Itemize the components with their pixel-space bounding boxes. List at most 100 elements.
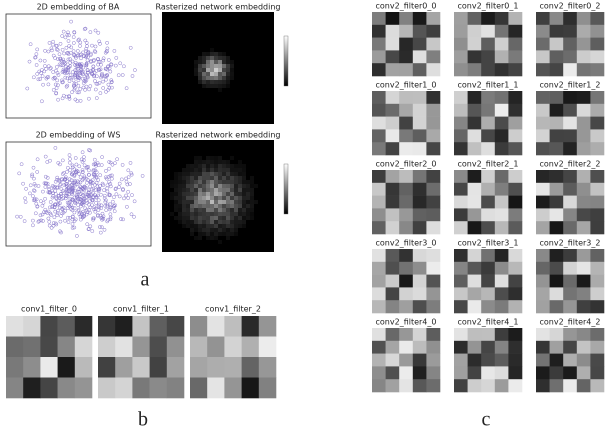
filter-cell	[549, 103, 564, 117]
heatmap-cell	[246, 188, 250, 192]
heatmap-cell	[214, 52, 218, 56]
filter-cell	[385, 353, 400, 367]
filter-cell	[536, 170, 550, 184]
scatter-point	[91, 64, 96, 69]
scatter-point	[44, 67, 48, 71]
heatmap-cell	[214, 160, 218, 164]
filter-cell	[412, 129, 427, 143]
filter-cell	[494, 300, 509, 314]
scatter-point	[53, 82, 58, 87]
heatmap-cell	[178, 180, 182, 184]
scatter-point	[107, 86, 112, 90]
heatmap-cell	[218, 52, 222, 56]
filter-cell	[508, 116, 523, 130]
heatmap-cell	[218, 88, 222, 92]
filter-cell	[132, 336, 150, 358]
filter-cell	[549, 116, 564, 130]
heatmap-cell	[194, 68, 198, 72]
filter-cell	[481, 340, 496, 354]
filter-cell	[399, 274, 414, 288]
filter-cell	[508, 340, 523, 354]
scatter-point	[72, 83, 76, 88]
filter-cell	[549, 300, 564, 314]
filter-cell	[590, 287, 605, 301]
filter-cell	[508, 170, 523, 184]
filter-cell	[576, 195, 591, 209]
scatter-point	[67, 201, 71, 205]
filter-cell	[508, 50, 523, 64]
scatter-point	[31, 223, 35, 228]
scatter-point	[53, 202, 58, 207]
scatter-point	[107, 166, 111, 171]
filter-cell	[190, 316, 208, 337]
filter-cell	[563, 274, 578, 288]
heatmap-cell	[218, 76, 222, 80]
scatter-point	[94, 180, 99, 185]
scatter-point	[100, 181, 105, 186]
filter-cell	[549, 12, 564, 26]
scatter-point	[130, 74, 135, 78]
scatter-point	[84, 54, 88, 59]
scatter-point	[97, 202, 101, 207]
heatmap-cell	[218, 192, 222, 196]
heatmap-cell	[206, 228, 210, 232]
heatmap-cell	[230, 76, 234, 80]
filter-cell	[149, 357, 168, 378]
scatter-point	[38, 213, 43, 218]
heatmap-cell	[210, 208, 214, 212]
heatmap-cell	[170, 192, 174, 196]
scatter-point	[43, 48, 47, 53]
heatmap-cell	[194, 184, 198, 188]
heatmap-cell	[230, 72, 234, 76]
filter-cell	[412, 12, 427, 26]
heatmap-cell	[210, 80, 214, 84]
heatmap-cell	[246, 208, 250, 212]
scatter-point	[100, 71, 104, 76]
scatter-point	[23, 200, 28, 204]
scatter-point	[85, 68, 90, 72]
heatmap-cell	[238, 164, 242, 168]
scatter-point	[57, 52, 62, 57]
heatmap-cell	[178, 184, 182, 188]
filter-cell	[549, 37, 564, 51]
scatter-point	[53, 221, 58, 226]
filter-cell	[149, 336, 168, 358]
heatmap-cell	[234, 172, 238, 176]
scatter-point	[60, 47, 65, 52]
filter-cell	[536, 366, 550, 380]
scatter-point	[51, 221, 56, 225]
scatter-point	[64, 84, 69, 89]
heatmap-cell	[218, 228, 222, 232]
scatter-point	[126, 168, 131, 173]
heatmap-cell	[218, 240, 222, 244]
heatmap-cell	[226, 200, 230, 204]
scatter-point	[94, 74, 99, 79]
heatmap-cell	[242, 180, 246, 184]
scatter-point	[115, 157, 119, 162]
heatmap-cell	[250, 216, 254, 220]
filter-cell	[40, 336, 58, 358]
heatmap-cell	[226, 224, 230, 228]
scatter-point	[129, 171, 134, 176]
scatter-point	[93, 168, 98, 173]
filter-cell	[115, 336, 133, 358]
heatmap-cell	[226, 64, 230, 68]
filter-cell	[385, 221, 400, 235]
scatter-point	[36, 77, 41, 82]
scatter-point	[54, 43, 58, 48]
heatmap-cell	[222, 84, 226, 88]
heatmap-cell	[230, 168, 234, 172]
filter-cell	[399, 249, 414, 263]
heatmap-cell	[250, 212, 254, 216]
panel-label: b	[138, 409, 148, 431]
filter-cell	[149, 316, 168, 337]
filter-cell	[576, 50, 591, 64]
scatter-point	[70, 226, 75, 230]
filter-cell	[481, 221, 496, 235]
scatter-point	[55, 48, 60, 52]
scatter-point	[61, 69, 66, 74]
filter-cell	[190, 377, 208, 399]
heatmap-cell	[190, 204, 194, 208]
heatmap-cell	[218, 68, 222, 72]
scatter-point	[56, 201, 61, 206]
